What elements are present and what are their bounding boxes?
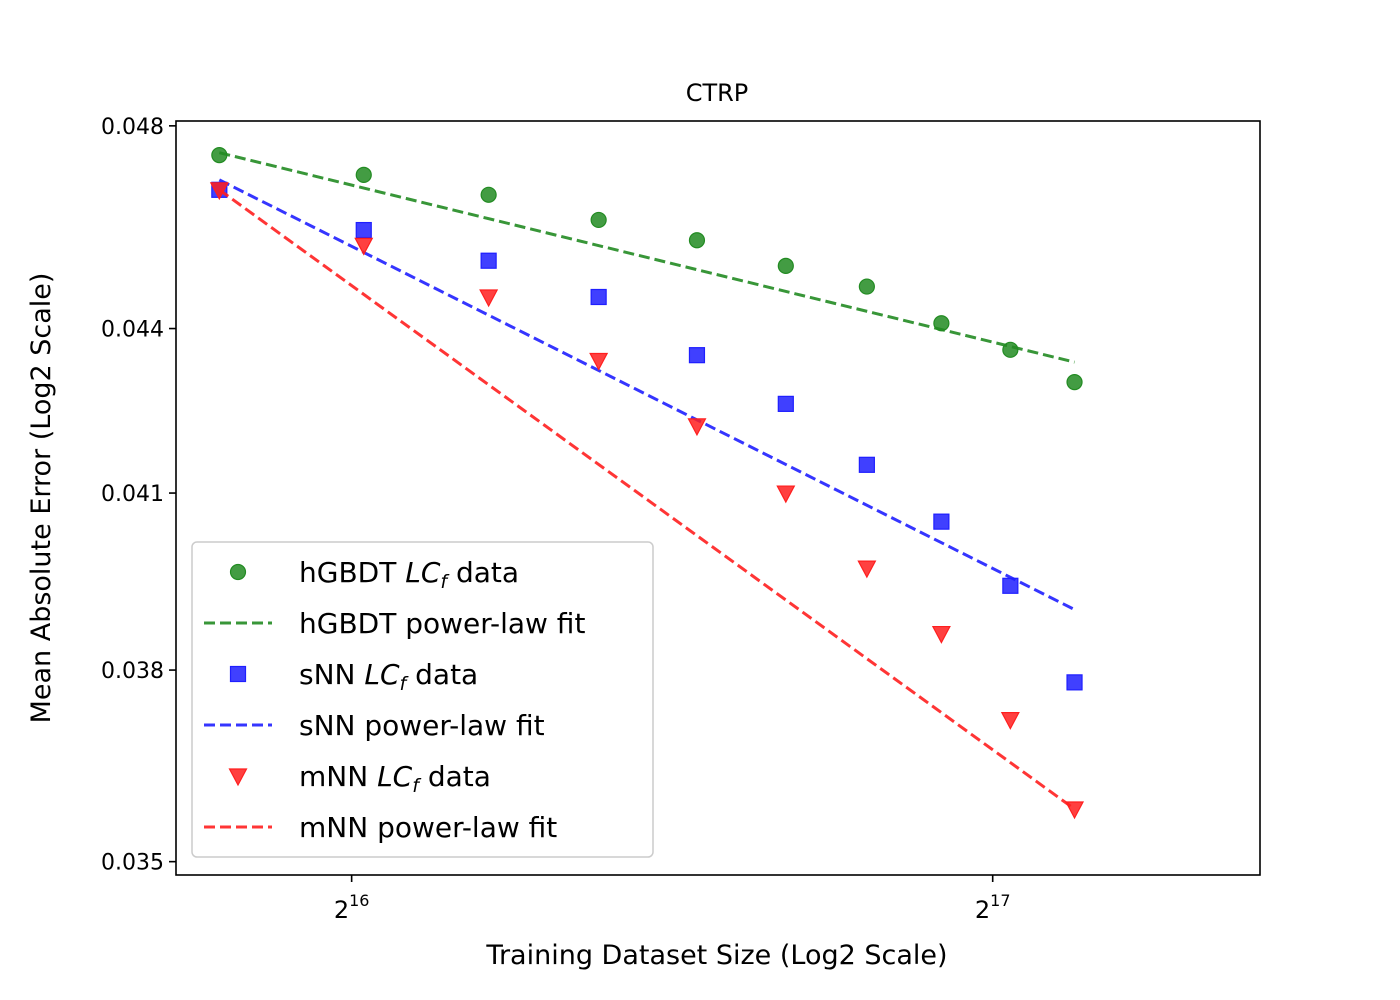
y-tick-label: 0.035 xyxy=(101,851,164,876)
snn-legend-data-label: sNN LCf data xyxy=(299,658,478,695)
hgbdt-fit-line xyxy=(218,151,1075,364)
hgbdt-data-point xyxy=(211,147,228,164)
hgbdt-data-point xyxy=(355,166,372,183)
hgbdt-data-point xyxy=(777,257,794,274)
snn-data-point xyxy=(688,347,706,364)
y-tick-label: 0.038 xyxy=(101,659,164,684)
mnn-data-point xyxy=(931,625,951,644)
mnn-legend-data-label: mNN LCf data xyxy=(299,760,491,797)
hgbdt-legend-data-label: hGBDT LCf data xyxy=(299,556,519,593)
snn-legend-marker xyxy=(229,665,247,683)
x-axis-label: Training Dataset Size (Log2 Scale) xyxy=(485,940,947,971)
hgbdt-data-point xyxy=(933,315,950,332)
snn-data-point xyxy=(858,456,875,473)
mnn-data-point xyxy=(1000,712,1020,730)
mnn-data-point xyxy=(209,182,229,201)
y-tick-label: 0.048 xyxy=(101,115,164,140)
hgbdt-legend-marker xyxy=(229,563,247,581)
hgbdt-data-point xyxy=(1066,374,1083,391)
legend: hGBDT LCf data hGBDT power-law fit sNN LCf… xyxy=(191,541,654,858)
x-tick-label: 217 xyxy=(975,891,1011,924)
snn-data-point xyxy=(590,288,607,306)
mnn-data-point xyxy=(354,237,374,256)
hgbdt-legend-fit-label: hGBDT power-law fit xyxy=(299,607,585,640)
snn-data-point xyxy=(777,395,794,412)
y-tick-label: 0.041 xyxy=(101,482,164,507)
mnn-data-point xyxy=(589,352,609,371)
mnn-data-point xyxy=(479,289,499,308)
hgbdt-data-point xyxy=(590,211,607,229)
mnn-legend-fit-label: mNN power-law fit xyxy=(299,811,557,844)
mnn-legend-marker xyxy=(228,768,248,787)
hgbdt-data-point xyxy=(688,232,706,249)
x-tick-label: 216 xyxy=(334,891,370,924)
snn-data-point xyxy=(1002,577,1019,594)
snn-data-point xyxy=(1066,674,1083,691)
hgbdt-data-point xyxy=(1002,341,1019,358)
hgbdt-data-point xyxy=(480,186,497,203)
plot-frame xyxy=(175,120,1261,876)
snn-data-point xyxy=(480,252,497,269)
y-tick-label: 0.044 xyxy=(101,318,164,343)
plot-area xyxy=(209,147,1085,820)
y-axis-label: Mean Absolute Error (Log2 Scale) xyxy=(26,273,57,724)
legend-box xyxy=(191,541,654,858)
mnn-data-point xyxy=(776,485,796,504)
mnn-data-point xyxy=(687,418,707,437)
hgbdt-data-point xyxy=(858,278,875,295)
mnn-data-point xyxy=(1065,801,1085,820)
snn-data-point xyxy=(355,221,372,239)
mnn-data-point xyxy=(857,560,877,579)
axes: 0.048 0.044 0.041 0.038 0.035 216 217 xyxy=(101,115,1010,924)
snn-legend-fit-label: sNN power-law fit xyxy=(299,709,545,742)
chart-title: CTRP xyxy=(686,79,749,107)
snn-data-point xyxy=(933,513,950,530)
